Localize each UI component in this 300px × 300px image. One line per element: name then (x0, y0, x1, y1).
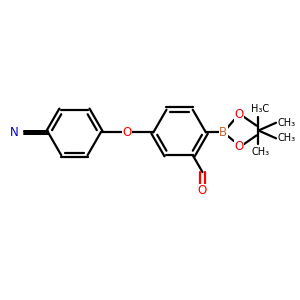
Text: B: B (219, 126, 227, 139)
Text: N: N (10, 126, 19, 139)
Text: H₃C: H₃C (251, 104, 269, 114)
Text: CH₃: CH₃ (278, 118, 296, 128)
Text: O: O (234, 108, 244, 122)
Text: CH₃: CH₃ (278, 133, 296, 143)
Text: O: O (234, 140, 244, 153)
Text: O: O (198, 184, 207, 197)
Text: CH₃: CH₃ (251, 147, 269, 157)
Text: O: O (122, 126, 132, 139)
